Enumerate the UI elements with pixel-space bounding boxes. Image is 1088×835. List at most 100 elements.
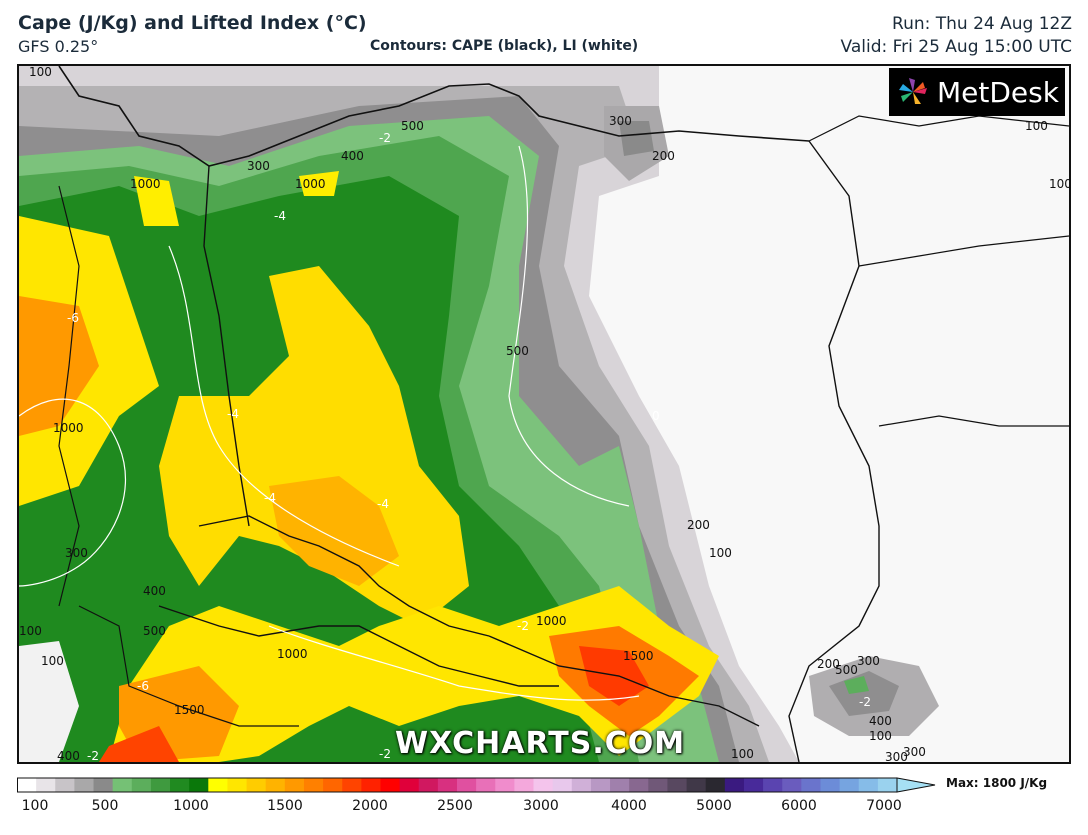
metdesk-pinwheel-icon (899, 78, 927, 104)
cape-band-1000-south (109, 586, 719, 762)
colorbar-swatch (514, 778, 535, 792)
colorbar-tick-label: 2500 (437, 798, 473, 814)
cape-band-1000-north (299, 171, 339, 196)
colorbar-swatch (55, 778, 75, 792)
cape-band-1500-west (19, 296, 99, 436)
colorbar-swatch (686, 778, 707, 792)
colorbar-swatch (74, 778, 95, 792)
colorbar-tick-label: 1500 (267, 798, 303, 814)
li-contour-east (508, 145, 630, 507)
colorbar-swatch (495, 778, 515, 792)
colorbar-swatch (380, 778, 401, 792)
cape-label: 100 (709, 546, 732, 560)
colorbar-swatch (858, 778, 879, 792)
cape-label: 100 (19, 624, 42, 638)
colorbar-swatch (801, 778, 821, 792)
li-label: 0 (652, 409, 660, 423)
cape-label: 100 (29, 66, 52, 79)
colorbar-swatch (476, 778, 496, 792)
colorbar-swatch (743, 778, 764, 792)
cape-label: 1500 (174, 703, 205, 717)
cape-cell-northeast-core (619, 121, 654, 156)
colorbar-swatch (667, 778, 688, 792)
colorbar-swatch (170, 778, 190, 792)
li-label: -4 (274, 209, 286, 223)
colorbar-swatch (265, 778, 286, 792)
cape-label: 500 (401, 119, 424, 133)
colorbar-swatch (112, 778, 133, 792)
cape-label: 500 (143, 624, 166, 638)
cape-label: 400 (57, 749, 80, 762)
cape-band-1000-northwest (134, 176, 179, 226)
colorbar-swatch (227, 778, 248, 792)
colorbar-swatch (303, 778, 324, 792)
cape-label: 500 (835, 663, 858, 677)
colorbar-swatch (763, 778, 783, 792)
colorbar-swatch (610, 778, 630, 792)
cape-label: 300 (885, 750, 908, 762)
li-label: -6 (67, 311, 79, 325)
colorbar-swatch (131, 778, 152, 792)
border-ukraine (878, 415, 1069, 427)
cape-label: 100 (869, 729, 892, 743)
colorbar-tick-label: 100 (21, 798, 49, 814)
colorbar-swatch (820, 778, 841, 792)
colorbar-swatch (418, 778, 439, 792)
cape-label: 100 (1025, 119, 1048, 133)
cape-label: 1000 (130, 177, 161, 191)
colorbar-swatch (17, 778, 37, 792)
colorbar-tick-label: 5000 (696, 798, 732, 814)
colorbar-swatch (189, 778, 209, 792)
colorbar-extend-arrow (896, 777, 936, 793)
cape-cell-east-green (844, 676, 869, 694)
colorbar-border (17, 777, 898, 793)
colorbar-swatch (457, 778, 477, 792)
cape-label: 100 (1049, 177, 1069, 191)
colorbar-swatch (93, 778, 114, 792)
coastline-baltic (58, 66, 810, 167)
colorbar-swatch (648, 778, 668, 792)
li-contour-center (168, 245, 400, 567)
colorbar-swatch (705, 778, 726, 792)
li-label: -2 (379, 131, 391, 145)
cape-label: 1000 (295, 177, 326, 191)
colorbar-tick-label: 4000 (611, 798, 647, 814)
border-poland-east (788, 140, 880, 762)
li-contour-south (268, 625, 640, 701)
cape-label: 400 (143, 584, 166, 598)
cape-label: 1000 (53, 421, 84, 435)
colorbar-swatch (782, 778, 802, 792)
colorbar-swatch (246, 778, 267, 792)
border-czechia-north (198, 515, 490, 637)
colorbar-swatch (208, 778, 228, 792)
cape-label: 300 (903, 745, 926, 759)
cape-none-southwest (19, 641, 79, 762)
cape-band-1700-southwest (99, 726, 179, 762)
colorbar-tick-label: 500 (91, 798, 119, 814)
border-germany-poland (203, 165, 250, 527)
colorbar-ticks: 100 500 1000 1500 2000 2500 3000 4000 5000 6000 70… (0, 798, 1088, 820)
map-panel[interactable]: 100 500 300 200 100 100 400 300 1000 100… (17, 64, 1071, 764)
cape-map: 100 500 300 200 100 100 400 300 1000 100… (19, 66, 1069, 762)
li-contour-west (19, 398, 127, 587)
li-label: -2 (379, 747, 391, 761)
colorbar-swatch (437, 778, 458, 792)
cape-label: 1000 (536, 614, 567, 628)
colorbar-max-label: Max: 1800 J/Kg (946, 776, 1048, 790)
metdesk-logo: MetDesk (889, 68, 1065, 116)
cape-band-1700-south (579, 646, 649, 706)
model-name: GFS 0.25° (18, 37, 99, 56)
colorbar-tick-label: 2000 (352, 798, 388, 814)
cape-label: 300 (247, 159, 270, 173)
cape-band-1200-center (269, 476, 399, 586)
colorbar-swatch (724, 778, 745, 792)
cape-label: 400 (341, 149, 364, 163)
colorbar-swatch (150, 778, 171, 792)
cape-band-1000-center (159, 266, 469, 626)
cape-label: 1500 (623, 649, 654, 663)
colorbar-swatch (342, 778, 362, 792)
colorbar-swatch (361, 778, 381, 792)
cape-label: 1000 (277, 647, 308, 661)
cape-label: 400 (869, 714, 892, 728)
li-label: -2 (87, 749, 99, 762)
